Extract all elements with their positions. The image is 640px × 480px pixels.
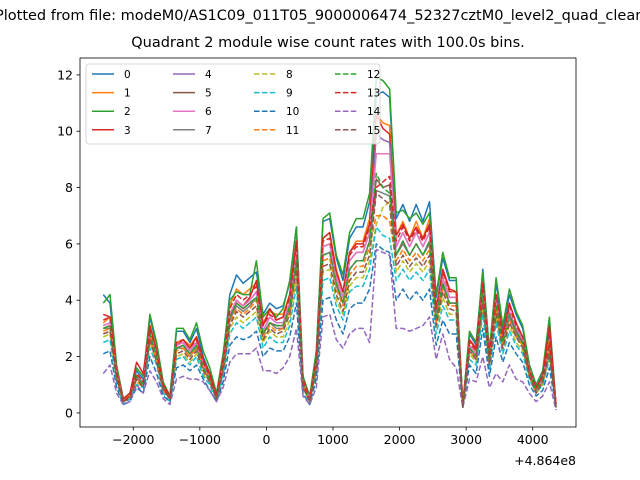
x-tick-label-3: 1000 bbox=[317, 432, 349, 447]
axes-layer: −2000 −1000 0 1000 2000 3000 4000 +4.864e8 0 2 4 6 8… bbox=[57, 57, 577, 468]
figure-suptitle-text: Plotted from file: modeM0/AS1C09_011T05_… bbox=[0, 8, 640, 24]
series-line-9 bbox=[103, 226, 557, 409]
legend-label-5: 5 bbox=[205, 88, 212, 100]
series-line-13 bbox=[103, 175, 557, 406]
plot-frame bbox=[79, 57, 577, 428]
legend-label-1: 1 bbox=[124, 88, 131, 100]
x-tick-label-0: −2000 bbox=[112, 432, 154, 447]
legend-label-14: 14 bbox=[367, 106, 381, 118]
y-tick-label-0: 0 bbox=[65, 405, 73, 420]
legend-label-2: 2 bbox=[124, 106, 131, 118]
x-offset-label: +4.864e8 bbox=[514, 453, 576, 468]
x-tick-label-2: 0 bbox=[262, 432, 270, 447]
legend-label-7: 7 bbox=[205, 125, 212, 137]
figure-suptitle: Plotted from file: modeM0/AS1C09_011T05_… bbox=[0, 8, 640, 24]
legend-box bbox=[85, 63, 381, 145]
series-line-10 bbox=[103, 243, 557, 409]
legend-label-0: 0 bbox=[124, 69, 131, 81]
y-tick-label-2: 4 bbox=[65, 293, 73, 308]
series-line-2 bbox=[102, 76, 557, 406]
x-tick-label-6: 4000 bbox=[517, 432, 549, 447]
x-tick-label-1: −1000 bbox=[179, 432, 221, 447]
legend-label-11: 11 bbox=[286, 125, 299, 137]
y-tick-label-1: 2 bbox=[65, 349, 73, 364]
legend-label-4: 4 bbox=[205, 69, 212, 81]
legend-label-8: 8 bbox=[286, 69, 293, 81]
series-layer bbox=[102, 76, 557, 411]
chart-title: Quadrant 2 module wise count rates with … bbox=[131, 35, 525, 51]
x-tick-label-4: 2000 bbox=[384, 432, 416, 447]
series-line-12 bbox=[103, 172, 557, 409]
legend-label-15: 15 bbox=[367, 125, 380, 137]
series-line-15 bbox=[103, 192, 557, 409]
legend-label-6: 6 bbox=[205, 106, 212, 118]
series-line-7 bbox=[103, 189, 557, 409]
y-tick-label-3: 6 bbox=[65, 236, 73, 251]
legend-label-13: 13 bbox=[367, 88, 380, 100]
x-tick-label-5: 3000 bbox=[450, 432, 482, 447]
legend-label-9: 9 bbox=[286, 88, 293, 100]
legend-label-3: 3 bbox=[124, 125, 131, 137]
legend-label-12: 12 bbox=[367, 69, 380, 81]
y-tick-label-5: 10 bbox=[57, 124, 73, 139]
y-tick-label-4: 8 bbox=[65, 180, 73, 195]
y-tick-label-6: 12 bbox=[57, 67, 73, 82]
legend-label-10: 10 bbox=[286, 106, 299, 118]
